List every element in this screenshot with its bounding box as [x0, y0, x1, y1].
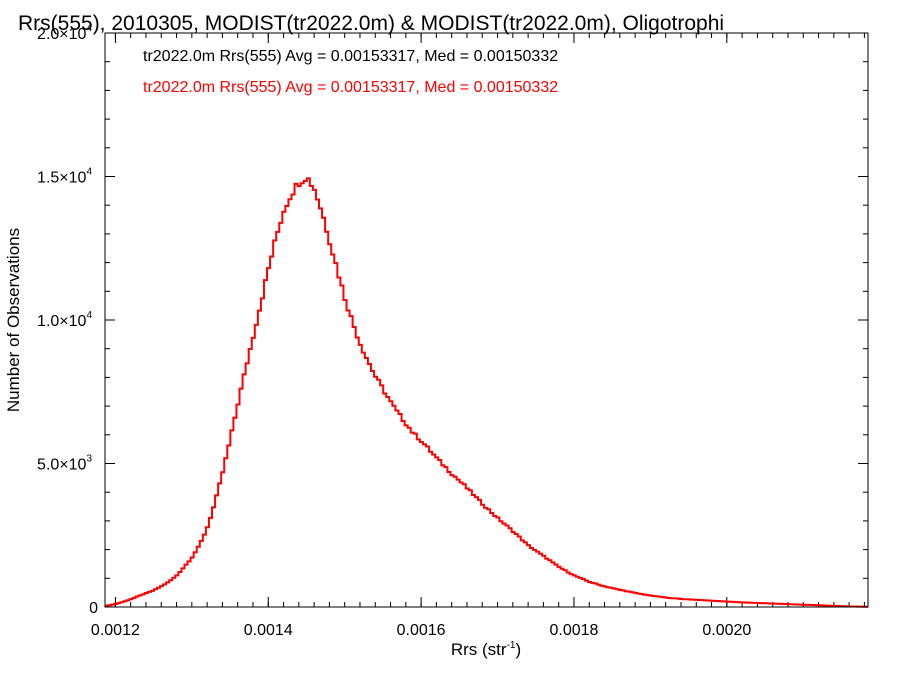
x-axis-label: Rrs (str-1) — [451, 640, 521, 659]
legend: tr2022.0m Rrs(555) Avg = 0.00153317, Med… — [143, 48, 558, 96]
y-tick-label: 2.0×104 — [37, 23, 92, 43]
x-tick-label: 0.0018 — [550, 622, 599, 639]
legend-entry-black: tr2022.0m Rrs(555) Avg = 0.00153317, Med… — [143, 48, 558, 65]
x-axis-label-close: ) — [515, 640, 521, 659]
x-tick-label: 0.0012 — [91, 622, 140, 639]
y-tick-label: 1.5×104 — [37, 167, 92, 187]
y-axis-label: Number of Observations — [4, 228, 23, 412]
y-tick-label: 5.0×103 — [37, 454, 92, 474]
legend-entry-red: tr2022.0m Rrs(555) Avg = 0.00153317, Med… — [143, 79, 558, 96]
x-axis-label-superscript: -1 — [507, 640, 516, 651]
axis-ticks: 0.0012 0.0014 0.0016 0.0018 0.0020 0 5.0×103 1.… — [37, 23, 868, 639]
plot-frame — [104, 32, 869, 608]
x-tick-label: 0.0020 — [702, 622, 751, 639]
y-tick-label: 0 — [89, 600, 98, 617]
x-tick-label: 0.0016 — [397, 622, 446, 639]
chart-title: Rrs(555), 2010305, MODIST(tr2022.0m) & M… — [18, 12, 724, 35]
y-tick-label: 1.0×104 — [37, 310, 92, 330]
x-axis-label-text: Rrs (str — [451, 640, 507, 659]
histogram-series-line — [105, 177, 868, 608]
x-tick-label: 0.0014 — [244, 622, 293, 639]
